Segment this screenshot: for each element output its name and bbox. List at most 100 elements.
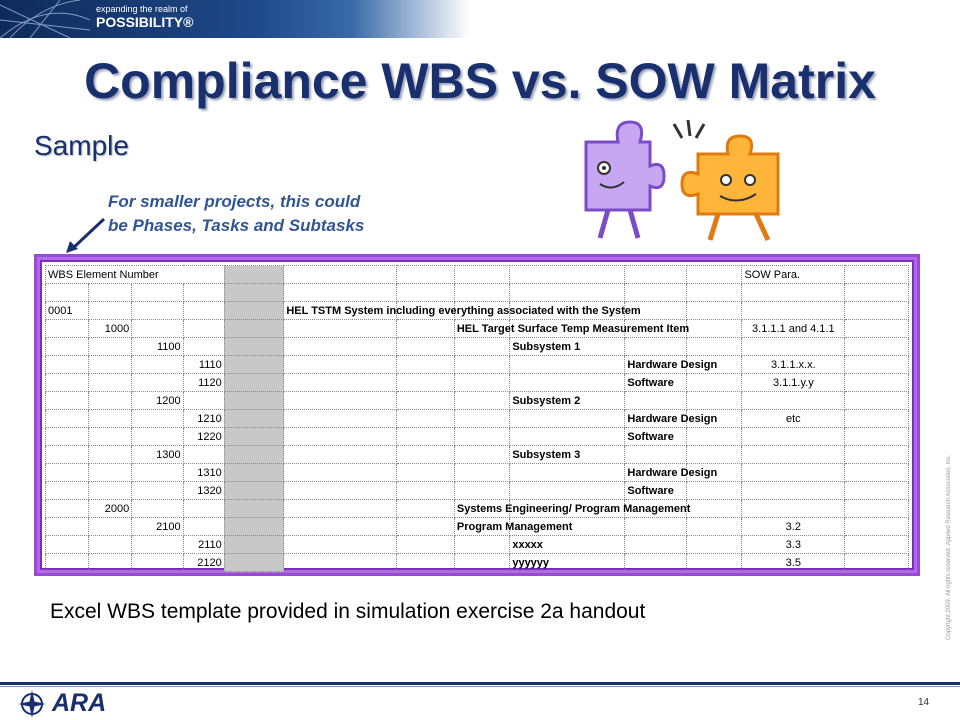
cell-l2 [88, 373, 133, 392]
wbs-table: WBS Element Number SOW Para. 0001 HEL TST… [44, 265, 909, 572]
cell-l4: 2120 [182, 553, 225, 572]
cell-sow: 3.1.1.x.x. [741, 355, 846, 374]
cell-l4 [182, 445, 225, 464]
cell-l4 [182, 301, 225, 320]
cell-sow [741, 337, 846, 356]
copyright: Copyright 2009. All rights reserved. App… [946, 454, 952, 640]
cell-l1 [44, 337, 90, 356]
spreadsheet-frame: WBS Element Number SOW Para. 0001 HEL TST… [34, 254, 920, 576]
cell-l3 [131, 409, 184, 428]
cell-l1 [44, 373, 90, 392]
cell-desc4 [624, 445, 687, 464]
cell-l4: 1110 [182, 355, 225, 374]
cell-l2: 2000 [88, 499, 133, 518]
cell-desc3 [509, 355, 626, 374]
cell-l1 [44, 481, 90, 500]
cell-desc3 [509, 427, 626, 446]
cell-l4: 2110 [182, 535, 225, 554]
cell-sow [741, 391, 846, 410]
cell-sow: 3.3 [741, 535, 846, 554]
cell-l2 [88, 391, 133, 410]
cell-desc4: Software [624, 373, 687, 392]
ara-compass-icon [18, 690, 46, 718]
table-row: 1110 Hardware Design 3.1.1.x.x. [44, 355, 909, 374]
cell-desc4 [624, 391, 687, 410]
cell-l2 [88, 337, 133, 356]
cell-desc1 [283, 463, 398, 482]
page-subtitle: Sample [34, 130, 129, 161]
cell-l3 [131, 499, 184, 518]
cell-sow: 3.2 [741, 517, 846, 536]
cell-l3 [131, 481, 184, 500]
cell-desc1 [283, 553, 398, 572]
banner-brand: POSSIBILITY® [96, 14, 194, 30]
caption: Excel WBS template provided in simulatio… [50, 600, 646, 623]
cell-l3 [131, 355, 184, 374]
cell-l3: 1300 [131, 445, 184, 464]
table-row: 1220 Software [44, 427, 909, 446]
table-row-blank [44, 283, 909, 302]
cell-l1 [44, 355, 90, 374]
cell-desc2 [453, 373, 511, 392]
cell-sow: 3.1.1.y.y [741, 373, 846, 392]
globe-icon [0, 0, 90, 38]
cell-desc2 [453, 391, 511, 410]
cell-desc2 [453, 337, 511, 356]
cell-sow [741, 301, 846, 320]
cell-desc2: Systems Engineering/ Program Management [453, 499, 690, 518]
table-row: 1300 Subsystem 3 [44, 445, 909, 464]
cell-desc1: HEL TSTM System including everything ass… [283, 301, 641, 320]
top-banner: expanding the realm of POSSIBILITY® [0, 0, 470, 38]
cell-l3 [131, 553, 184, 572]
cell-desc3 [509, 373, 626, 392]
cell-desc2 [453, 481, 511, 500]
cell-l2 [88, 355, 133, 374]
cell-desc2 [453, 445, 511, 464]
cell-desc1 [283, 391, 398, 410]
cell-sow: 3.5 [741, 553, 846, 572]
table-row: 2000 Systems Engineering/ Program Managem… [44, 499, 909, 518]
note-line-1: For smaller projects, this could [108, 192, 361, 211]
cell-l1 [44, 499, 90, 518]
cell-desc4: Software [624, 427, 687, 446]
cell-desc4: Software [624, 481, 687, 500]
cell-l4: 1120 [182, 373, 225, 392]
cell-l4 [182, 391, 225, 410]
cell-sow [741, 481, 846, 500]
cell-desc2: HEL Target Surface Temp Measurement Item [453, 319, 689, 338]
table-row: 0001 HEL TSTM System including everything… [44, 301, 909, 320]
cell-desc1 [283, 517, 398, 536]
cell-l4 [182, 319, 225, 338]
ara-logo: ARA [52, 689, 107, 717]
cell-desc4 [624, 337, 687, 356]
cell-desc3 [509, 481, 626, 500]
puzzle-pieces-icon [584, 119, 780, 242]
cell-l4 [182, 337, 225, 356]
cell-sow: 3.1.1.1 and 4.1.1 [741, 319, 846, 338]
cell-l1 [44, 319, 90, 338]
cell-desc2 [453, 463, 511, 482]
cell-desc4 [624, 517, 687, 536]
cell-desc1 [283, 535, 398, 554]
table-row: 1120 Software 3.1.1.y.y [44, 373, 909, 392]
cell-desc1 [283, 355, 398, 374]
cell-l2: 1000 [88, 319, 133, 338]
banner-tagline: expanding the realm of [96, 4, 188, 14]
table-row: 1100 Subsystem 1 [44, 337, 909, 356]
cell-desc4 [624, 535, 687, 554]
table-row: 2120 yyyyyy 3.5 [44, 553, 909, 572]
cell-desc1 [283, 445, 398, 464]
cell-l3 [131, 301, 184, 320]
cell-desc2 [453, 427, 511, 446]
table-row: 1310 Hardware Design [44, 463, 909, 482]
table-row: 1210 Hardware Design etc [44, 409, 909, 428]
cell-desc4 [624, 553, 687, 572]
cell-desc4: Hardware Design [624, 463, 717, 482]
cell-l1 [44, 553, 90, 572]
cell-desc2 [453, 409, 511, 428]
cell-desc4: Hardware Design [624, 409, 717, 428]
cell-l4: 1310 [182, 463, 225, 482]
table-row: 1200 Subsystem 2 [44, 391, 909, 410]
cell-l1 [44, 409, 90, 428]
cell-l4: 1210 [182, 409, 225, 428]
